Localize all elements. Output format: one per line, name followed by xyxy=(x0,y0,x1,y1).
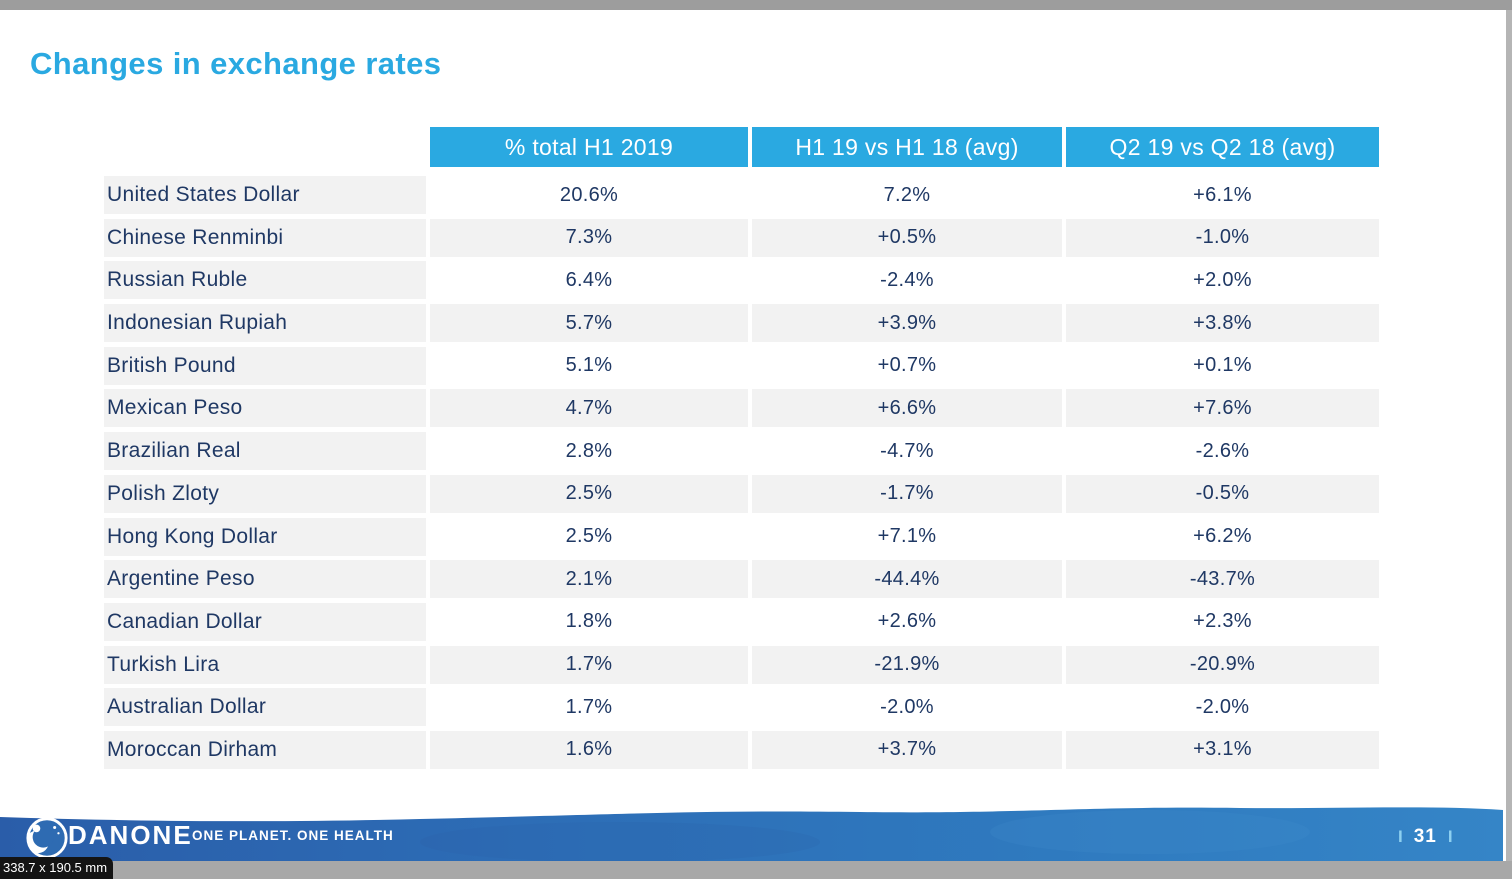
h1-vs-h1-cell: -2.0% xyxy=(752,688,1062,727)
total-h1-2019-cell: 1.8% xyxy=(430,602,748,641)
q2-vs-q2-cell: +6.1% xyxy=(1066,176,1379,214)
h1-vs-h1-cell: +3.9% xyxy=(752,304,1062,343)
currency-name-cell: Mexican Peso xyxy=(104,389,426,428)
total-h1-2019-cell: 1.7% xyxy=(430,645,748,684)
table-row[interactable]: Polish Zloty 2.5% -1.7% -0.5% xyxy=(104,474,1379,513)
table-row[interactable]: Turkish Lira 1.7% -21.9% -20.9% xyxy=(104,645,1379,684)
column-header-q2[interactable]: Q2 19 vs Q2 18 (avg) xyxy=(1066,127,1379,167)
table-row[interactable]: Hong Kong Dollar 2.5% +7.1% +6.2% xyxy=(104,517,1379,556)
q2-vs-q2-cell: -2.0% xyxy=(1066,688,1379,727)
table-row[interactable]: Australian Dollar 1.7% -2.0% -2.0% xyxy=(104,688,1379,727)
table-row[interactable]: Argentine Peso 2.1% -44.4% -43.7% xyxy=(104,560,1379,599)
table-header-row: % total H1 2019 H1 19 vs H1 18 (avg) Q2 … xyxy=(104,127,1379,167)
currency-name-cell: British Pound xyxy=(104,346,426,385)
total-h1-2019-cell: 20.6% xyxy=(430,176,748,214)
page-title: Changes in exchange rates xyxy=(30,46,442,81)
total-h1-2019-cell: 6.4% xyxy=(430,261,748,300)
h1-vs-h1-cell: +6.6% xyxy=(752,389,1062,428)
h1-vs-h1-cell: -21.9% xyxy=(752,645,1062,684)
brand-tagline: ONE PLANET. ONE HEALTH xyxy=(192,828,394,843)
q2-vs-q2-cell: +6.2% xyxy=(1066,517,1379,556)
status-bar xyxy=(0,861,1512,879)
total-h1-2019-cell: 2.5% xyxy=(430,517,748,556)
h1-vs-h1-cell: -2.4% xyxy=(752,261,1062,300)
q2-vs-q2-cell: +2.3% xyxy=(1066,602,1379,641)
currency-name-cell: Brazilian Real xyxy=(104,432,426,471)
page-number-group: I 31 I xyxy=(1398,826,1453,848)
window-right-edge[interactable] xyxy=(1506,10,1512,861)
currency-name-cell: Indonesian Rupiah xyxy=(104,304,426,343)
page-number-separator-left: I xyxy=(1398,827,1403,846)
table-row[interactable]: Brazilian Real 2.8% -4.7% -2.6% xyxy=(104,432,1379,471)
q2-vs-q2-cell: -20.9% xyxy=(1066,645,1379,684)
currency-name-cell: Moroccan Dirham xyxy=(104,730,426,769)
total-h1-2019-cell: 2.8% xyxy=(430,432,748,471)
q2-vs-q2-cell: -43.7% xyxy=(1066,560,1379,599)
table-row[interactable]: Canadian Dollar 1.8% +2.6% +2.3% xyxy=(104,602,1379,641)
currency-name-cell: Hong Kong Dollar xyxy=(104,517,426,556)
column-header-total[interactable]: % total H1 2019 xyxy=(430,127,748,167)
currency-name-cell: Canadian Dollar xyxy=(104,602,426,641)
total-h1-2019-cell: 2.5% xyxy=(430,474,748,513)
window-top-bar xyxy=(0,0,1512,10)
h1-vs-h1-cell: -1.7% xyxy=(752,474,1062,513)
h1-vs-h1-cell: +0.5% xyxy=(752,218,1062,257)
table-rows: United States Dollar 20.6% 7.2% +6.1% Chines… xyxy=(104,176,1379,769)
table-row[interactable]: Moroccan Dirham 1.6% +3.7% +3.1% xyxy=(104,730,1379,769)
q2-vs-q2-cell: +7.6% xyxy=(1066,389,1379,428)
currency-name-cell: Australian Dollar xyxy=(104,688,426,727)
total-h1-2019-cell: 1.7% xyxy=(430,688,748,727)
q2-vs-q2-cell: +3.1% xyxy=(1066,730,1379,769)
total-h1-2019-cell: 5.1% xyxy=(430,346,748,385)
danone-globe-icon xyxy=(26,817,68,859)
page-number: 31 xyxy=(1413,826,1437,847)
page-number-separator-right: I xyxy=(1447,827,1453,846)
size-tooltip: 338.7 x 190.5 mm xyxy=(0,857,114,879)
currency-name-cell: Polish Zloty xyxy=(104,474,426,513)
currency-name-cell: United States Dollar xyxy=(104,176,426,214)
footer: DANONE ONE PLANET. ONE HEALTH I 31 I xyxy=(0,802,1503,862)
q2-vs-q2-cell: -0.5% xyxy=(1066,474,1379,513)
q2-vs-q2-cell: -1.0% xyxy=(1066,218,1379,257)
total-h1-2019-cell: 2.1% xyxy=(430,560,748,599)
h1-vs-h1-cell: -4.7% xyxy=(752,432,1062,471)
total-h1-2019-cell: 7.3% xyxy=(430,218,748,257)
danone-logo-text: DANONE xyxy=(68,820,193,850)
total-h1-2019-cell: 4.7% xyxy=(430,389,748,428)
q2-vs-q2-cell: -2.6% xyxy=(1066,432,1379,471)
total-h1-2019-cell: 5.7% xyxy=(430,304,748,343)
currency-name-cell: Argentine Peso xyxy=(104,560,426,599)
q2-vs-q2-cell: +0.1% xyxy=(1066,346,1379,385)
total-h1-2019-cell: 1.6% xyxy=(430,730,748,769)
currency-name-cell: Chinese Renminbi xyxy=(104,218,426,257)
currency-name-cell: Turkish Lira xyxy=(104,645,426,684)
h1-vs-h1-cell: +2.6% xyxy=(752,602,1062,641)
table-row[interactable]: Indonesian Rupiah 5.7% +3.9% +3.8% xyxy=(104,304,1379,343)
h1-vs-h1-cell: -44.4% xyxy=(752,560,1062,599)
q2-vs-q2-cell: +2.0% xyxy=(1066,261,1379,300)
table-row[interactable]: Mexican Peso 4.7% +6.6% +7.6% xyxy=(104,389,1379,428)
table-row[interactable]: Russian Ruble 6.4% -2.4% +2.0% xyxy=(104,261,1379,300)
column-header-h1[interactable]: H1 19 vs H1 18 (avg) xyxy=(752,127,1062,167)
h1-vs-h1-cell: 7.2% xyxy=(752,176,1062,214)
h1-vs-h1-cell: +3.7% xyxy=(752,730,1062,769)
table-row[interactable]: United States Dollar 20.6% 7.2% +6.1% xyxy=(104,176,1379,214)
currency-name-cell: Russian Ruble xyxy=(104,261,426,300)
h1-vs-h1-cell: +7.1% xyxy=(752,517,1062,556)
h1-vs-h1-cell: +0.7% xyxy=(752,346,1062,385)
table-row[interactable]: British Pound 5.1% +0.7% +0.1% xyxy=(104,346,1379,385)
q2-vs-q2-cell: +3.8% xyxy=(1066,304,1379,343)
footer-band xyxy=(0,807,1503,864)
table-header-spacer xyxy=(104,127,426,167)
table-row[interactable]: Chinese Renminbi 7.3% +0.5% -1.0% xyxy=(104,218,1379,257)
